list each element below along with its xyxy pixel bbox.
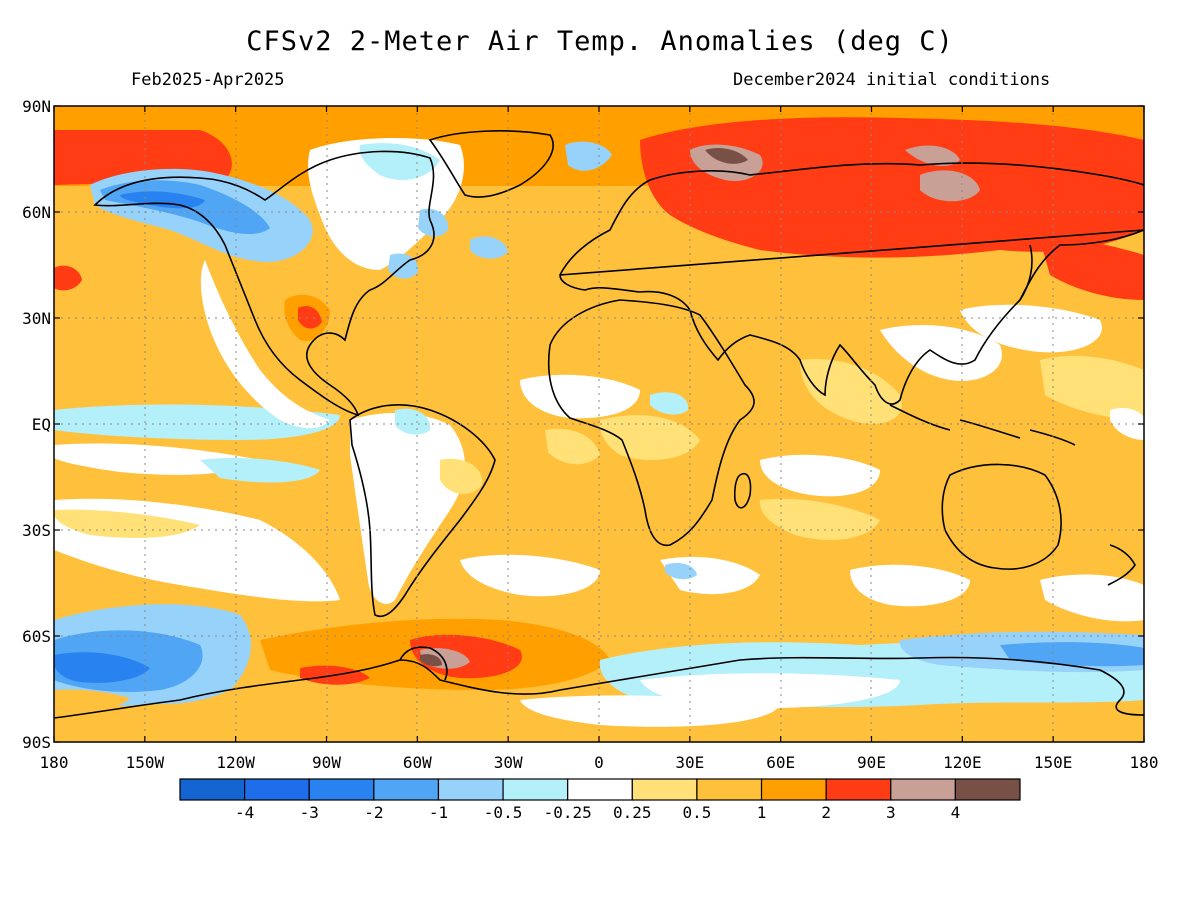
latitude-label: 60N	[22, 203, 51, 222]
color-bar-label: 1	[757, 803, 767, 822]
longitude-label: 90W	[312, 753, 341, 772]
color-bar-swatch	[567, 778, 633, 801]
longitude-label: 60E	[766, 753, 795, 772]
color-bar-swatch	[954, 778, 1021, 801]
color-bar-swatch	[825, 778, 892, 801]
color-bar-swatch	[373, 778, 440, 801]
color-bar	[179, 778, 1021, 801]
latitude-label: 30N	[22, 309, 51, 328]
latitude-label: 90N	[22, 97, 51, 116]
color-bar-swatch	[696, 778, 763, 801]
color-bar-label: -2	[364, 803, 383, 822]
latitude-label: 60S	[22, 627, 51, 646]
longitude-label: 0	[594, 753, 604, 772]
color-bar-label: -3	[300, 803, 319, 822]
longitude-label: 90E	[857, 753, 886, 772]
color-bar-label: 4	[951, 803, 961, 822]
longitude-label: 120W	[216, 753, 255, 772]
color-bar-labels: -4 -3 -2 -1 -0.5 -0.25 0.25 0.5 1 2 3 4	[235, 803, 960, 822]
color-bar-swatch	[760, 778, 827, 801]
color-bar-label: -1	[429, 803, 448, 822]
longitude-label: 30W	[494, 753, 523, 772]
forecast-period: Feb2025-Apr2025	[131, 70, 285, 90]
color-bar-label: -0.5	[484, 803, 523, 822]
longitude-label: 120E	[943, 753, 982, 772]
latitude-label: EQ	[32, 415, 51, 434]
color-bar-swatch	[437, 778, 504, 801]
initial-conditions: December2024 initial conditions	[733, 70, 1051, 90]
grid-lines	[54, 106, 1144, 742]
axis-ticks	[53, 105, 1145, 743]
longitude-label: 30E	[675, 753, 704, 772]
color-bar-label: -4	[235, 803, 254, 822]
color-bar-label: 2	[821, 803, 831, 822]
longitude-label: 150W	[126, 753, 165, 772]
color-bar-label: 0.25	[613, 803, 652, 822]
latitude-labels: 90N 60N 30N EQ 30S 60S 90S	[22, 97, 51, 752]
color-bar-label: 3	[886, 803, 896, 822]
longitude-label: 180	[40, 753, 69, 772]
longitude-label: 60W	[403, 753, 432, 772]
longitude-label: 180	[1130, 753, 1159, 772]
color-bar-swatch	[502, 778, 569, 801]
latitude-label: 30S	[22, 521, 51, 540]
color-bar-swatch	[308, 778, 375, 801]
map-title: CFSv2 2-Meter Air Temp. Anomalies (deg C…	[246, 26, 954, 57]
color-bar-swatch	[244, 778, 310, 801]
color-bar-swatch	[890, 778, 956, 801]
latitude-label: 90S	[22, 733, 51, 752]
longitude-labels: 180 150W 120W 90W 60W 30W 0 30E 60E 90E 120E 150E 18…	[40, 753, 1159, 772]
color-bar-swatch	[631, 778, 698, 801]
longitude-label: 150E	[1034, 753, 1073, 772]
color-bar-label: 0.5	[682, 803, 711, 822]
color-bar-swatch	[179, 778, 246, 801]
color-bar-label: -0.25	[544, 803, 592, 822]
